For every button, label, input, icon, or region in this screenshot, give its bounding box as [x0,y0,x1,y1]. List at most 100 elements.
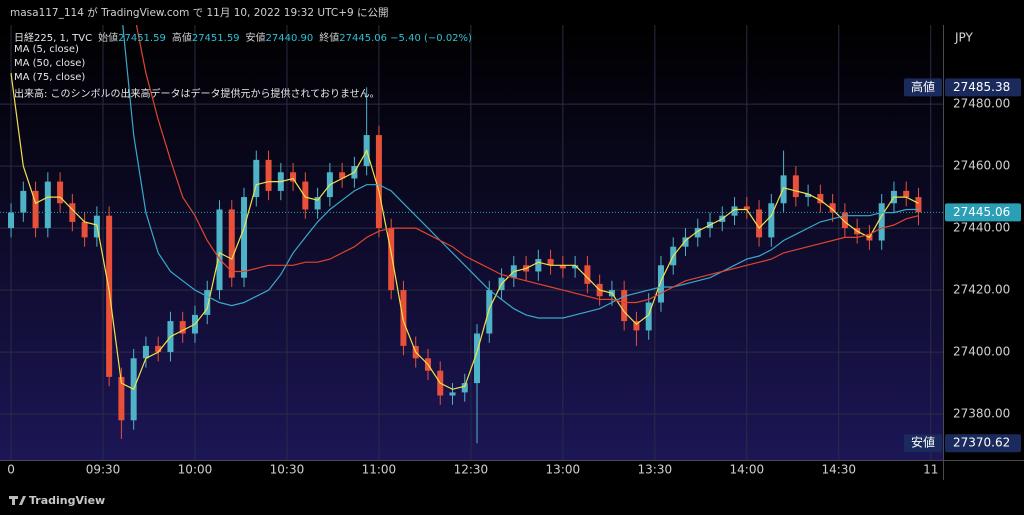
ohlc-label: 安値 [245,33,266,44]
candle-body [792,175,799,198]
change: −5.40 (−0.02%) [390,33,472,44]
price-tag [904,434,942,453]
y-tick-label: 27440.00 [953,221,1010,235]
ma-legend-item: MA (5, close) [14,44,79,55]
y-tick-label: 27480.00 [953,97,1010,111]
candle-body [572,265,579,269]
logo [9,496,26,505]
candle-body [302,181,309,210]
candle-body [915,197,922,213]
candle-body [682,237,689,247]
price-tag-label: 安値 [911,435,935,450]
currency: JPY [954,31,974,45]
candle-body [44,181,51,229]
brand: TradingView [29,494,105,507]
candle-body [768,203,775,238]
candle-body [829,203,836,213]
candle-body [216,209,223,291]
ma-legend-item: MA (50, close) [14,58,86,69]
x-tick-label: 14:00 [730,463,765,477]
candle-body [841,212,848,229]
price-tag-value: 27485.38 [953,80,1010,94]
ohlc-value: 27451.59 [118,33,166,44]
legend-main: 日経225, 1, TVC 始値27451.59 高値27451.59 安値27440… [14,29,472,44]
price-tag-box [945,203,1021,222]
price-tag [904,78,942,97]
x-tick-label: 10:30 [270,463,305,477]
candle-body [228,209,235,278]
x-tick-label: 13:00 [546,463,581,477]
candle-body [314,197,321,210]
ohlc-label: 始値 [98,33,119,44]
x-tick-label: 11 [923,463,938,477]
caption: masa117_114 が TradingView.com で 11月 10, … [10,7,389,19]
candle-body [20,190,27,213]
y-tick-label: 27380.00 [953,407,1010,421]
x-tick-label: 0 [7,463,15,477]
candle-body [290,172,297,182]
candle-body [878,203,885,241]
candle-body [142,345,149,359]
price-tag-value: 27445.06 [953,205,1010,219]
ohlc-label: 高値 [171,33,192,44]
volume-notice: 出来高: このシンボルの出来高データはデータ提供元から提供されておりません。 [14,89,380,100]
moving-average [10,73,919,391]
candle-body [461,383,468,393]
y-tick-label: 27460.00 [953,159,1010,173]
ohlc-value: 27451.59 [191,33,240,44]
candle-body [817,193,824,204]
candle-body [474,333,481,384]
x-tick-label: 11:00 [362,463,397,477]
y-tick-label: 27420.00 [953,283,1010,297]
x-tick-label: 14:30 [821,463,856,477]
candle-body [621,290,628,322]
candle-body [32,190,39,229]
candle-body [903,190,910,198]
candle-body [780,175,787,204]
candle-body [375,135,382,229]
price-tag-label: 高値 [911,79,935,94]
candle-body [731,206,738,216]
price-tag-box [945,434,1021,453]
candle-body [179,321,186,334]
moving-average [122,25,919,319]
candle-body [584,265,591,284]
candle-body [535,259,542,272]
ohlc: 始値27451.59 高値27451.59 安値27440.90 終値27445.06 [92,33,387,44]
plot-area [0,25,943,460]
candle-body [118,376,125,421]
candle-body [633,321,640,331]
candle-body [8,212,15,229]
candle-body [805,193,812,198]
candle-body [204,290,211,315]
symbol: 日経225, 1, TVC [14,33,93,44]
ohlc-value: 27445.06 [339,33,387,44]
candle-body [388,228,395,291]
candle-body [559,265,566,269]
candle-body [449,392,456,396]
x-tick-label: 12:30 [454,463,489,477]
candle-body [106,215,113,377]
candle-body [339,172,346,179]
ohlc-value: 27440.90 [265,33,314,44]
candle-body [57,181,64,204]
x-tick-label: 09:30 [86,463,121,477]
candle-body [756,209,763,238]
candle-body [743,206,750,210]
ohlc-label: 終値 [319,33,340,44]
candle-body [645,302,652,331]
moving-average [135,25,919,304]
candle-body [81,221,88,238]
candle-body [547,259,554,266]
candle-body [155,345,162,353]
price-tag-box [945,78,1021,97]
ma-legend-item: MA (75, close) [14,72,86,83]
x-tick-label: 13:30 [638,463,673,477]
y-tick-label: 27400.00 [953,345,1010,359]
candle-body [253,159,260,198]
price-tag-value: 27370.62 [953,436,1010,450]
candle-body [694,228,701,238]
candle-body [657,265,664,303]
